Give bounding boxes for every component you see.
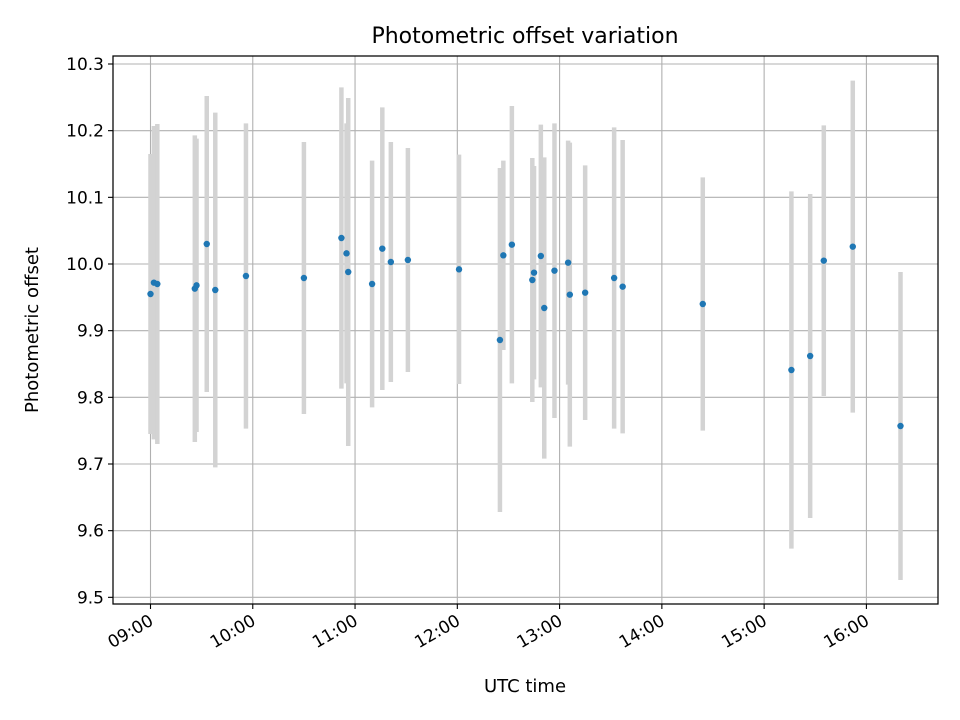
- data-point: [203, 240, 210, 248]
- data-point: [541, 304, 548, 312]
- data-point: [496, 336, 504, 344]
- y-tick-label: 10.2: [66, 122, 104, 142]
- y-tick-label: 9.7: [77, 455, 104, 475]
- data-point: [368, 280, 376, 288]
- y-tick-label: 9.5: [77, 588, 104, 608]
- y-tick-label: 10.1: [66, 188, 104, 208]
- y-tick-label: 9.6: [77, 522, 104, 542]
- x-tick-label: 14:00: [616, 611, 668, 653]
- data-point: [154, 280, 161, 288]
- data-point: [897, 422, 904, 430]
- data-point: [212, 286, 219, 294]
- x-axis-label: UTC time: [484, 676, 566, 697]
- data-point: [379, 245, 386, 252]
- data-point: [551, 267, 558, 274]
- data-point: [564, 259, 572, 266]
- data-point: [566, 291, 574, 298]
- data-point: [300, 274, 308, 282]
- chart-title: Photometric offset variation: [371, 24, 678, 49]
- grid: [113, 56, 938, 604]
- data-point: [820, 257, 827, 264]
- data-point: [529, 276, 536, 284]
- x-tick-label: 15:00: [718, 611, 770, 653]
- data-point: [581, 289, 589, 296]
- data-point: [345, 268, 352, 276]
- data-point: [610, 274, 618, 282]
- x-tick-label: 09:00: [105, 611, 157, 653]
- data-point: [242, 272, 250, 280]
- x-tick-label: 12:00: [411, 611, 463, 653]
- data-point: [455, 266, 463, 273]
- data-points: [147, 234, 904, 430]
- x-axis-ticks: 09:00 10:00 11:00 12:00 13:00 14:00 15:00 16:00: [105, 604, 873, 653]
- x-tick-label: 13:00: [514, 611, 566, 653]
- y-tick-label: 10.0: [66, 255, 104, 275]
- y-tick-label: 9.8: [77, 388, 104, 408]
- data-point: [788, 366, 795, 374]
- data-point: [530, 269, 538, 276]
- data-point: [619, 283, 626, 290]
- data-point: [537, 252, 545, 260]
- data-point: [193, 282, 200, 289]
- data-point: [387, 258, 395, 266]
- data-point: [404, 256, 412, 264]
- y-axis-label: Photometric offset: [22, 247, 43, 413]
- x-tick-label: 16:00: [820, 611, 872, 653]
- x-tick-label: 11:00: [309, 611, 361, 653]
- y-tick-label: 10.3: [66, 55, 104, 75]
- data-point: [806, 352, 814, 360]
- data-point: [699, 300, 706, 308]
- data-point: [500, 252, 507, 259]
- plot-area-frame: [112, 55, 939, 605]
- y-axis-ticks: 9.5 9.6 9.7 9.8 9.9 10.0 10.1 10.2 10.3: [66, 55, 113, 608]
- x-tick-label: 10:00: [207, 611, 259, 653]
- data-point: [508, 241, 516, 248]
- y-tick-label: 9.9: [77, 322, 104, 342]
- data-point: [343, 250, 350, 257]
- data-point: [338, 234, 345, 242]
- data-point: [849, 243, 856, 250]
- data-point: [147, 290, 154, 298]
